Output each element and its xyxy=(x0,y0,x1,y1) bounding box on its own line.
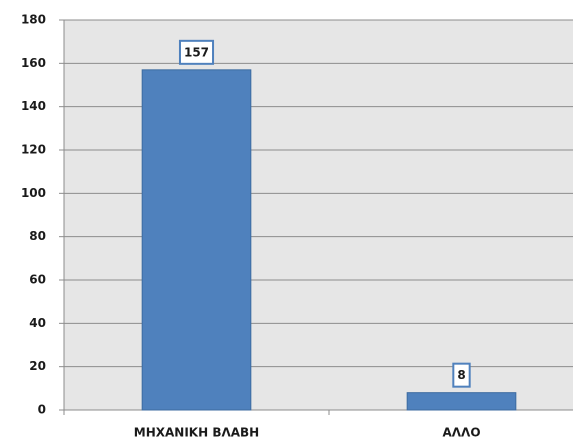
plot-area xyxy=(64,20,573,410)
data-label-box xyxy=(452,362,471,388)
y-tick-label: 180 xyxy=(21,13,46,27)
y-tick-label: 0 xyxy=(38,403,46,417)
y-tick-label: 40 xyxy=(29,316,46,330)
y-tick-label: 120 xyxy=(21,143,46,157)
data-label: 8 xyxy=(457,368,465,382)
y-tick-label: 100 xyxy=(21,186,46,200)
y-tick-label: 160 xyxy=(21,56,46,70)
bar xyxy=(406,392,517,411)
y-tick-label: 140 xyxy=(21,99,46,113)
x-tick-label: ΑΛΛΟ xyxy=(442,426,480,440)
data-label-box xyxy=(178,39,215,65)
bar xyxy=(141,69,252,411)
data-label: 157 xyxy=(184,45,209,59)
x-tick-label: ΜΗΧΑΝΙΚΗ ΒΛΑΒΗ xyxy=(134,426,259,440)
y-tick-label: 60 xyxy=(29,273,46,287)
y-tick-label: 20 xyxy=(29,359,46,373)
y-tick-label: 80 xyxy=(29,229,46,243)
